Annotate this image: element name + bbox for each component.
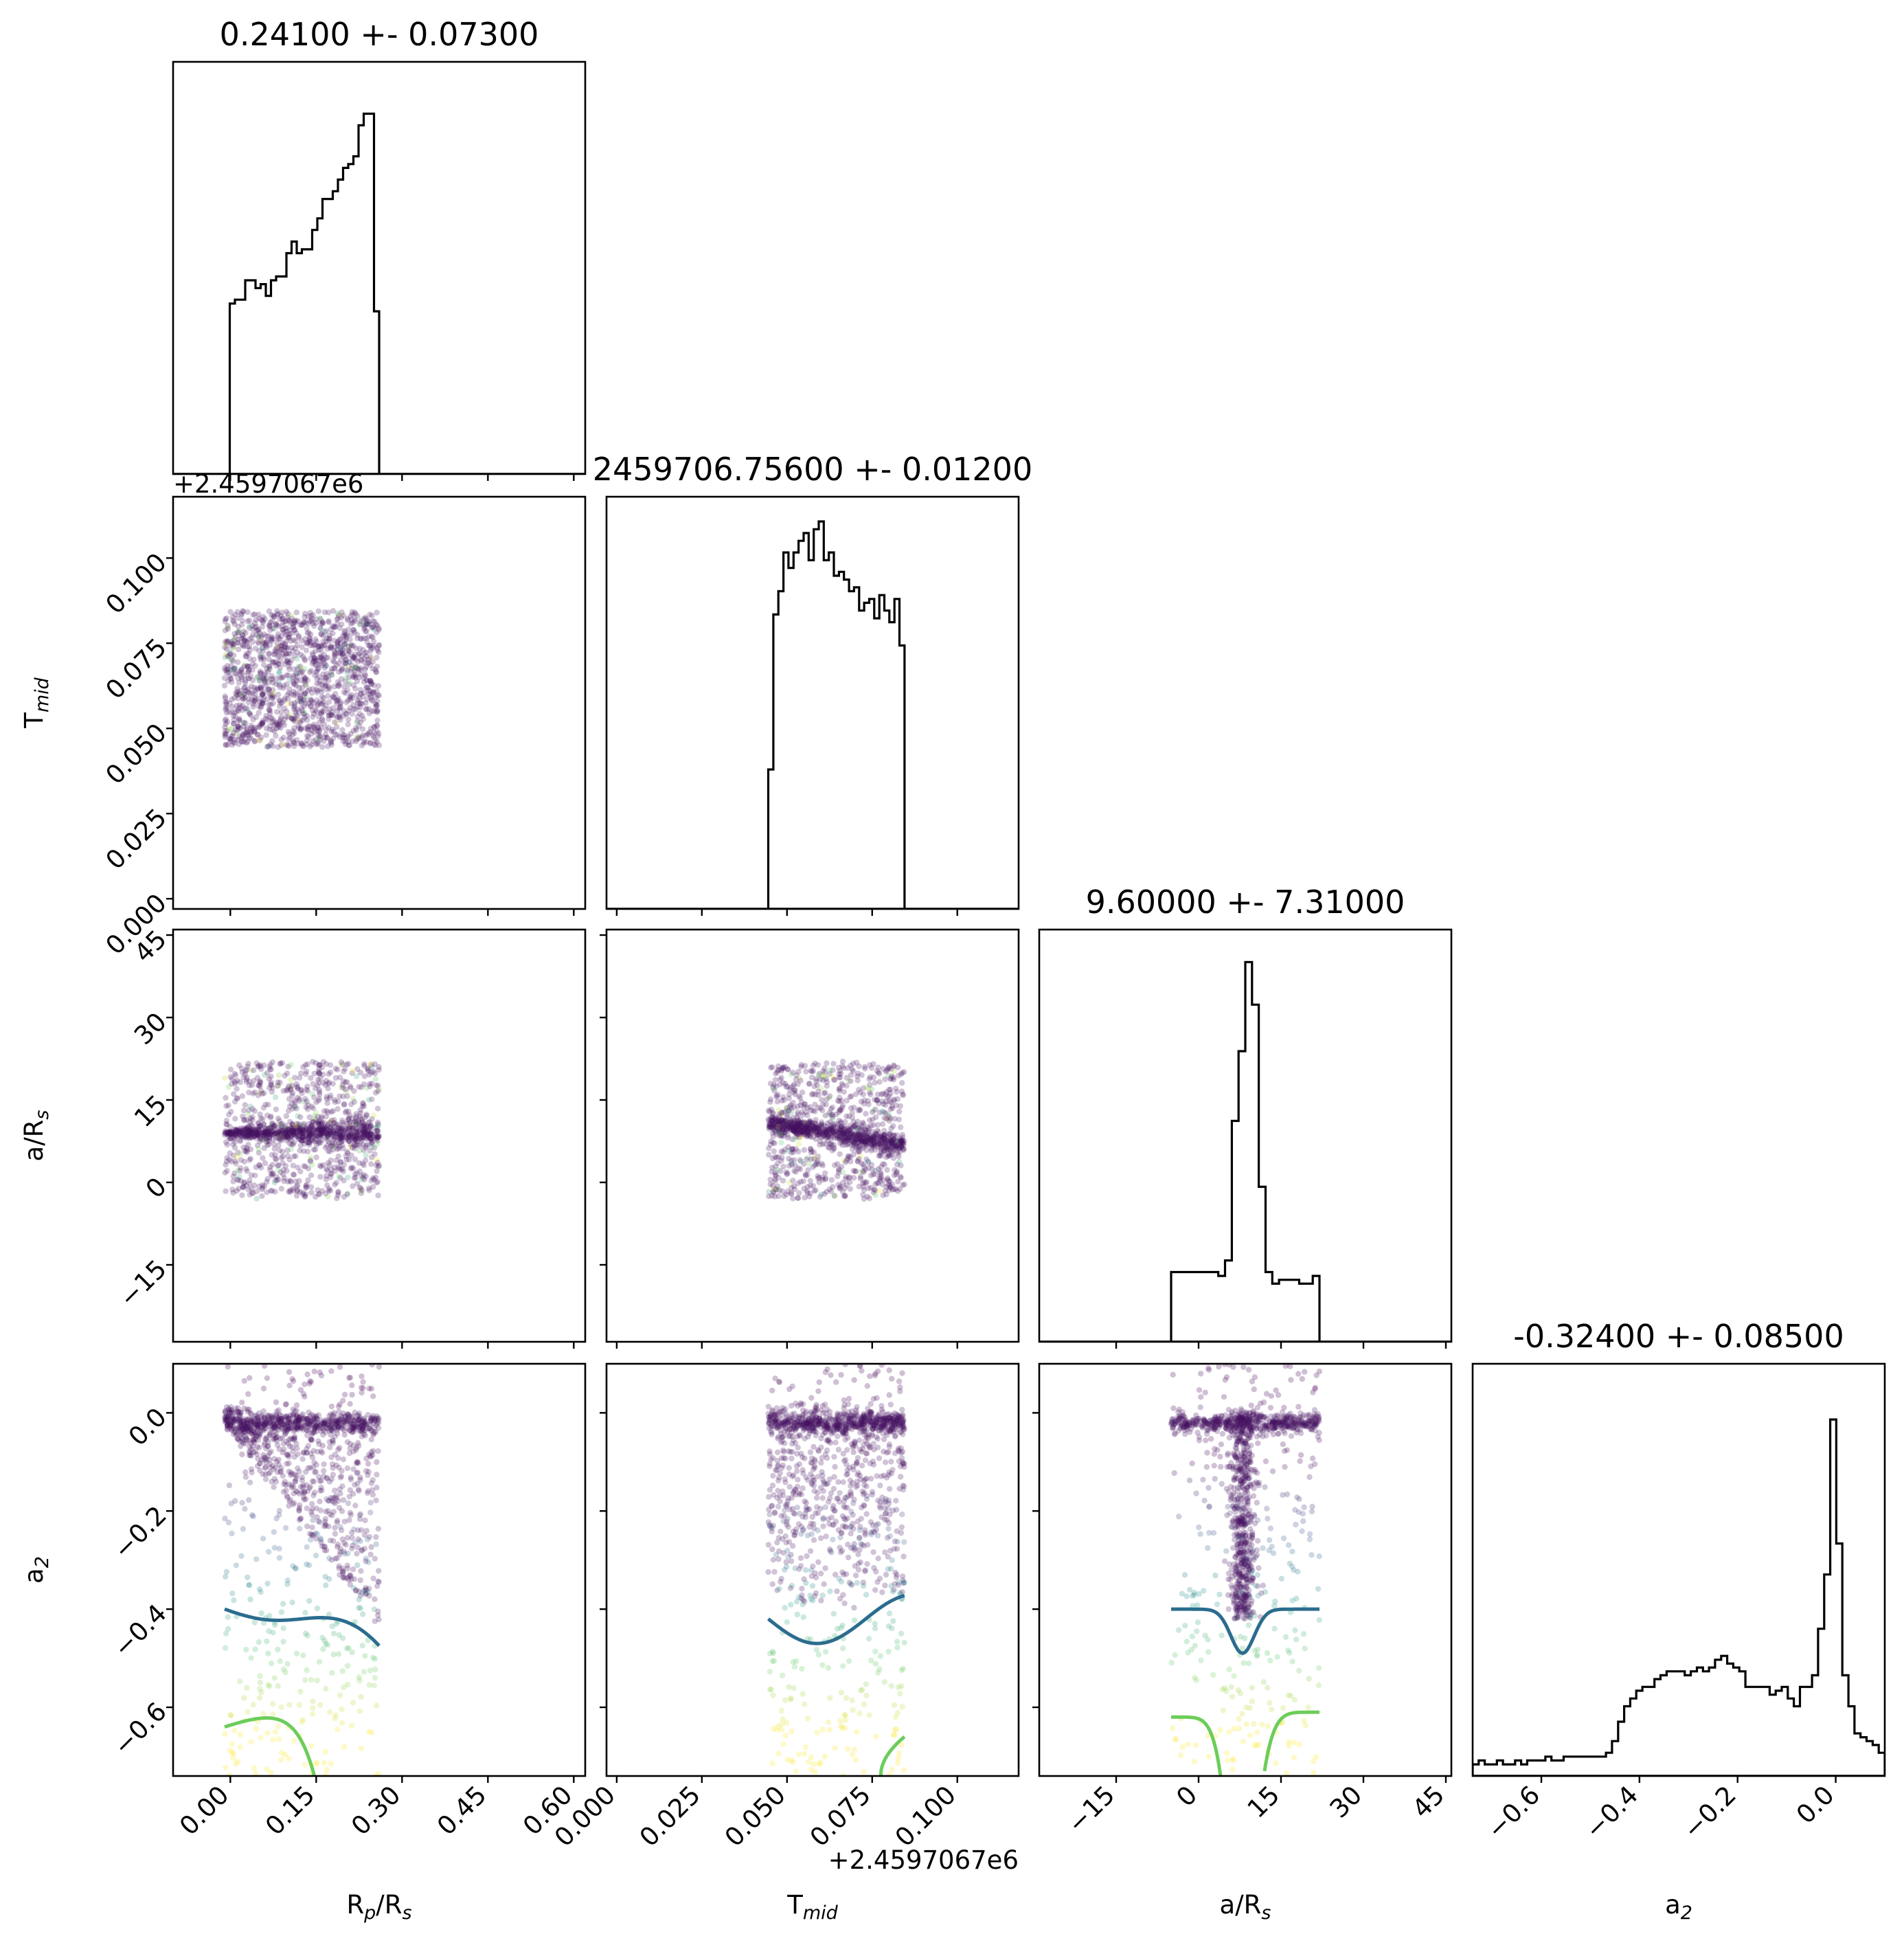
x-tick-label: 45 — [1407, 1780, 1451, 1824]
contour-level-2 — [224, 1716, 317, 1776]
contour-level-2b — [1262, 1710, 1319, 1772]
scatter-panel-Rp/Rs-vs-a2: 0.00 0.15 0.30 0.45 0.60−0.6−0.4−0.20.0 — [108, 1362, 587, 1841]
y-axis-label-a2: a2 — [19, 1556, 53, 1584]
scatter-points — [221, 1364, 383, 1776]
panel-frame — [605, 1362, 1020, 1777]
x-tick-label: 0.025 — [634, 1780, 706, 1852]
y-tick-label: −0.6 — [108, 1696, 172, 1761]
x-tick-label: 0.45 — [431, 1780, 492, 1841]
contour-level-1 — [1171, 1607, 1319, 1656]
hist-title-Rp/Rs: 0.24100 +- 0.07300 — [220, 16, 539, 53]
x-tick-label: 30 — [1324, 1780, 1368, 1824]
x-offset-label-Tmid: +2.4597067e6 — [828, 1845, 1019, 1875]
y-tick-label: 0.100 — [100, 548, 172, 620]
x-tick-label: 15 — [1242, 1780, 1286, 1824]
x-tick-label: −0.2 — [1677, 1780, 1742, 1845]
y-tick-label: 0 — [140, 1171, 172, 1204]
x-tick-label: 0.00 — [174, 1780, 235, 1841]
contour-level-2 — [1171, 1715, 1223, 1776]
scatter-points — [765, 1058, 907, 1202]
hist-panel-Tmid: 2459706.75600 +- 0.01200 — [593, 451, 1032, 916]
panel-frame — [1471, 1362, 1886, 1777]
contour-level-2 — [879, 1735, 906, 1776]
scatter-points — [1168, 1364, 1323, 1776]
y-tick-label: −0.4 — [108, 1599, 172, 1663]
scatter-panel-Tmid-vs-a2: 0.000 0.025 0.050 0.075 0.100 — [549, 1362, 1020, 1852]
y-tick-label: 0.050 — [100, 718, 172, 790]
x-tick-label: 0.100 — [889, 1780, 962, 1852]
hist-step-a/Rs — [1170, 960, 1321, 1342]
panel-frame — [605, 928, 1020, 1343]
x-tick-label: 0.15 — [260, 1780, 321, 1841]
y-axis-label-a/Rs: a/Rs — [19, 1110, 53, 1162]
hist-step-a2 — [1473, 1418, 1885, 1776]
scatter-points — [221, 608, 383, 750]
hist-step-Tmid — [767, 520, 906, 909]
x-axis-label-a2: a2 — [1665, 1890, 1692, 1924]
panel-frame — [172, 495, 587, 910]
x-tick-label: 0.075 — [804, 1780, 876, 1852]
x-axis-label-Tmid: Tmid — [786, 1890, 838, 1924]
y-offset-label-Tmid: +2.4597067e6 — [173, 469, 363, 499]
contour-level-1 — [767, 1594, 905, 1645]
hist-panel-a/Rs: 9.60000 +- 7.31000 — [1038, 884, 1453, 1349]
scatter-points — [221, 1059, 383, 1202]
hist-step-Rp/Rs — [223, 112, 381, 474]
scatter-panel-a/Rs-vs-a2: −15 0 15 30 45 — [1032, 1362, 1453, 1839]
y-tick-label: 30 — [128, 1007, 172, 1050]
y-tick-label: 0.075 — [100, 633, 172, 705]
x-tick-label: −0.6 — [1481, 1780, 1545, 1845]
panel-frame — [172, 60, 587, 475]
panel-frame — [172, 1362, 587, 1777]
panel-frame — [172, 928, 587, 1343]
y-tick-label: 0.025 — [100, 803, 172, 875]
y-tick-label: 0.0 — [123, 1402, 172, 1452]
x-tick-label: 0.050 — [719, 1780, 791, 1852]
hist-panel-a2: -0.32400 +- 0.08500 −0.6 −0.4 −0.2 0.0 — [1471, 1318, 1886, 1845]
x-tick-label: 0.30 — [345, 1780, 407, 1841]
y-tick-label: 15 — [128, 1089, 172, 1133]
x-axis-label-Rp/Rs: Rp/Rs — [346, 1890, 411, 1924]
contour-level-1 — [224, 1607, 381, 1648]
y-tick-label: −0.2 — [108, 1500, 172, 1565]
hist-panel-Rp/Rs: 0.24100 +- 0.07300 — [172, 16, 587, 481]
hist-title-Tmid: 2459706.75600 +- 0.01200 — [593, 451, 1032, 488]
scatter-points — [765, 1364, 908, 1776]
panel-frame — [1038, 928, 1453, 1343]
y-tick-label: −15 — [113, 1254, 172, 1313]
hist-title-a/Rs: 9.60000 +- 7.31000 — [1086, 884, 1405, 921]
x-tick-label: 0 — [1170, 1780, 1203, 1812]
scatter-panel-Tmid-vs-a/Rs — [600, 928, 1020, 1349]
y-axis-label-Tmid: Tmid — [19, 677, 53, 728]
hist-title-a2: -0.32400 +- 0.08500 — [1513, 1318, 1844, 1355]
x-tick-label: −15 — [1062, 1780, 1121, 1839]
x-tick-label: 0.0 — [1791, 1780, 1840, 1830]
x-tick-label: −0.4 — [1579, 1780, 1644, 1845]
x-axis-label-a/Rs: a/Rs — [1220, 1890, 1271, 1924]
panel-frame — [1038, 1362, 1453, 1777]
panel-frame — [605, 495, 1020, 910]
